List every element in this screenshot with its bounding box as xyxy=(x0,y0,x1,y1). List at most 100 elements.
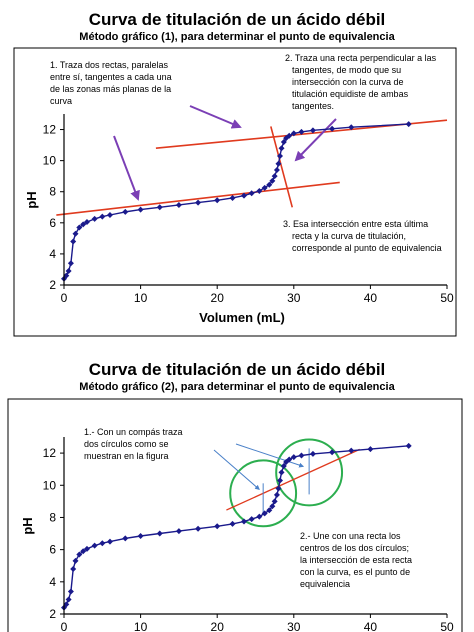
chart1-note2-line4: titulación equidiste de ambas xyxy=(292,89,409,99)
chart2-title: Curva de titulación de un ácido débil xyxy=(88,360,386,379)
chart1-data-point xyxy=(290,130,297,137)
chart1-data-point xyxy=(76,224,83,231)
chart1-data-point xyxy=(309,127,316,134)
chart2-x-tick-label: 30 xyxy=(287,620,301,632)
chart2-note1-line2: dos círculos como se xyxy=(84,439,169,449)
chart1-note1-line3: de las zonas más planas de la xyxy=(50,84,171,94)
chart1-note2-line3: intersección con la curva de xyxy=(292,77,404,87)
chart2-data-point xyxy=(99,540,106,547)
chart1-data-point xyxy=(214,197,221,204)
chart2-data-point xyxy=(273,491,280,498)
chart2-note1-line1: 1.- Con un compás traza xyxy=(84,427,183,437)
chart1-data-point xyxy=(286,132,293,139)
chart1-note1-line2: entre sí, tangentes a cada una xyxy=(50,72,172,82)
chart2-x-tick-label: 50 xyxy=(440,620,454,632)
chart1-data-point xyxy=(280,138,287,145)
chart1-data-point xyxy=(329,125,336,132)
chart2-data-point xyxy=(67,588,74,595)
chart1-note3-line2: recta y la curva de titulación, xyxy=(292,231,406,241)
chart1-x-tick-label: 30 xyxy=(287,291,301,305)
chart1-ylabel: pH xyxy=(24,191,39,208)
chart2-data-point xyxy=(266,507,273,514)
chart1-y-tick-label: 4 xyxy=(49,247,56,261)
chart2-data-point xyxy=(83,545,90,552)
chart1-data-point xyxy=(67,260,74,267)
chart2-panel: 0 10 20 30 40 50 2 4 6 8 10 12 pH 1.- Con un compás… xyxy=(7,398,463,632)
chart1-annotation-arrow xyxy=(189,105,242,129)
chart2-data-point xyxy=(248,516,255,523)
chart1-panel: 0 10 20 30 40 50 2 4 6 8 10 12 Volumen (mL) pH 1. T… xyxy=(13,47,457,337)
chart1-note2-line5: tangentes. xyxy=(292,101,334,111)
chart1-y-tick-label: 8 xyxy=(49,185,56,199)
chart1-data-point xyxy=(278,145,285,152)
chart1-data-point xyxy=(266,181,273,188)
chart2-x-tick-label: 10 xyxy=(134,620,148,632)
chart2-note2-line4: con la curva, es el punto de xyxy=(300,567,410,577)
chart2-pointer-arrow xyxy=(235,443,305,468)
chart1-note2-line2: tangentes, de modo que su xyxy=(292,65,401,75)
chart1-data-point xyxy=(269,177,276,184)
chart2-data-point xyxy=(278,469,285,476)
chart1-construction-line xyxy=(56,181,340,216)
chart1-x-tick-label: 40 xyxy=(364,291,378,305)
chart1-data-point xyxy=(248,190,255,197)
chart2-compass-circle xyxy=(229,459,298,528)
chart2-data-point xyxy=(290,454,297,461)
chart1-data-point xyxy=(156,204,163,211)
chart2-note1-line3: muestran en la figura xyxy=(84,451,169,461)
chart1-data-point xyxy=(195,199,202,206)
chart2-data-point xyxy=(229,520,236,527)
chart1-data-point xyxy=(70,238,77,245)
chart2-data-point xyxy=(70,565,77,572)
chart1-frame xyxy=(13,47,457,337)
chart2-data-point xyxy=(195,525,202,532)
chart1-y-tick-label: 10 xyxy=(43,154,57,168)
chart1-data-point xyxy=(348,124,355,131)
chart2-x-tick-label: 20 xyxy=(211,620,225,632)
chart2-note2-line2: centros de los dos círculos; xyxy=(300,543,409,553)
chart2-data-point xyxy=(280,462,287,469)
chart2-data-point xyxy=(298,452,305,459)
chart1-data-point xyxy=(83,219,90,226)
chart2-x-tick-label: 0 xyxy=(61,620,68,632)
chart1-note3-line3: corresponde al punto de equivalencia xyxy=(292,243,442,253)
chart2-y-tick-label: 10 xyxy=(43,478,57,492)
chart2-data-point xyxy=(76,551,83,558)
chart2-data-point xyxy=(405,442,412,449)
chart2-data-point xyxy=(156,530,163,537)
chart2-data-point xyxy=(63,601,70,608)
chart2-data-point xyxy=(106,538,113,545)
chart1-x-tick-label: 50 xyxy=(440,291,454,305)
chart2-data-point xyxy=(261,510,268,517)
chart1-data-point xyxy=(137,206,144,213)
chart1-data-point xyxy=(91,215,98,222)
chart1-data-point xyxy=(271,173,278,180)
chart1-data-point xyxy=(261,184,268,191)
chart2-x-tick-label: 40 xyxy=(364,620,378,632)
chart2-note2-line1: 2.- Une con una recta los xyxy=(300,531,401,541)
chart2-y-tick-label: 4 xyxy=(49,575,56,589)
chart2-data-point xyxy=(122,535,129,542)
chart1-data-point xyxy=(80,221,87,228)
chart1-title: Curva de titulación de un ácido débil xyxy=(88,10,386,29)
chart1-x-tick-label: 0 xyxy=(61,291,68,305)
chart2-data-point xyxy=(241,518,248,525)
chart1-data-point xyxy=(405,121,412,128)
chart2-y-tick-label: 12 xyxy=(43,446,57,460)
chart1-data-point xyxy=(122,208,129,215)
chart2-data-point xyxy=(269,503,276,510)
chart2-data-point xyxy=(367,446,374,453)
chart2-data-point xyxy=(72,557,79,564)
chart1-xlabel: Volumen (mL) xyxy=(199,310,285,325)
chart1-y-tick-label: 6 xyxy=(49,216,56,230)
chart2-note2-line5: equivalencia xyxy=(300,579,350,589)
chart2-pointer-arrow xyxy=(213,449,260,490)
chart1-data-point xyxy=(99,213,106,220)
chart1-data-point xyxy=(277,152,284,159)
chart2-data-point xyxy=(275,485,282,492)
chart1-data-point xyxy=(63,272,70,279)
chart2-y-tick-label: 2 xyxy=(49,607,56,621)
chart2-data-point xyxy=(271,498,278,505)
chart2-series-line xyxy=(63,445,409,609)
chart2-data-point xyxy=(309,450,316,457)
